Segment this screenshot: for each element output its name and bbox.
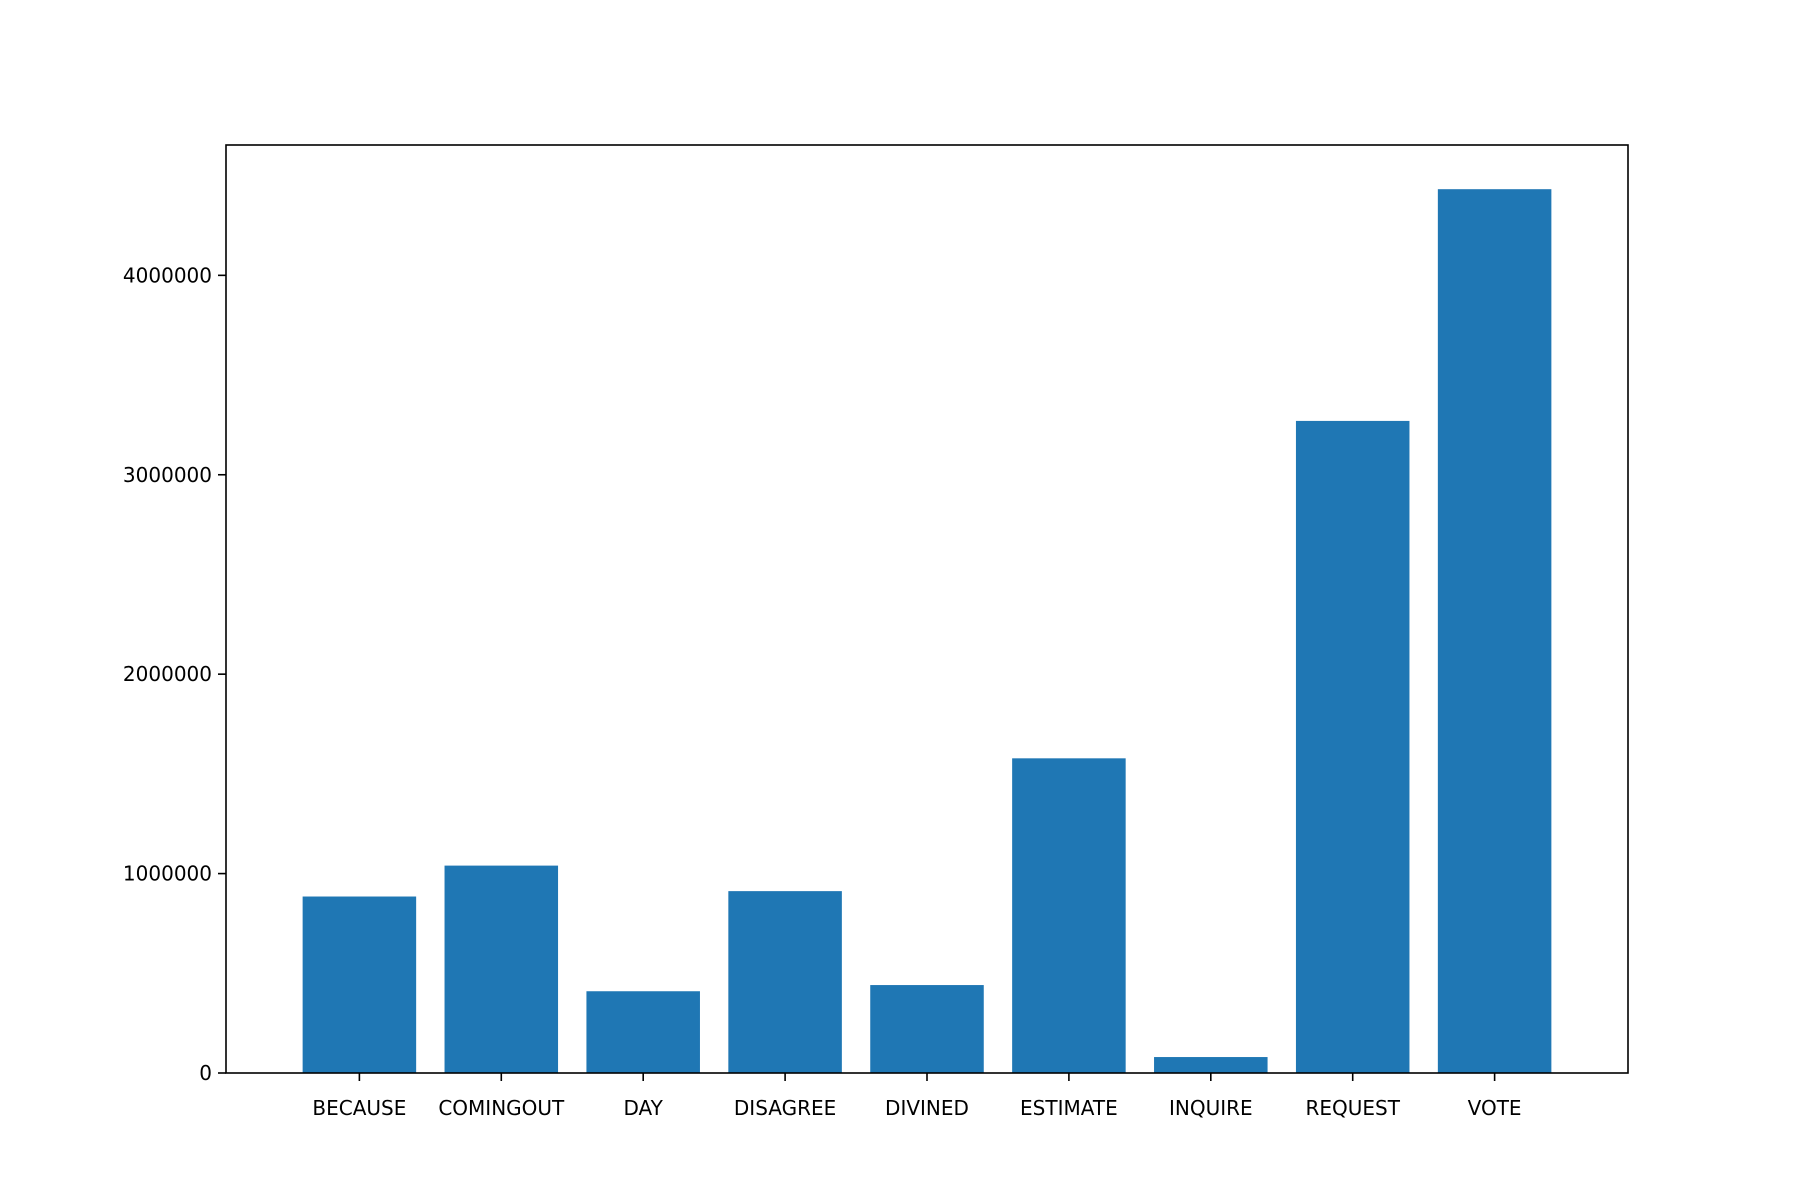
bar-divined [870,985,984,1073]
bar-day [586,991,700,1073]
bar-disagree [728,891,842,1073]
y-tick-label: 4000000 [123,263,212,287]
y-tick-label: 1000000 [123,862,212,886]
x-tick-label: COMINGOUT [438,1096,565,1120]
bar-comingout [444,865,559,1073]
y-tick-label: 0 [199,1061,212,1085]
bar-inquire [1154,1057,1268,1073]
x-tick-label: BECAUSE [312,1096,406,1120]
x-tick-label: DISAGREE [734,1096,836,1120]
bars-layer [302,189,1552,1074]
bar-estimate [1012,758,1126,1073]
y-tick-label: 2000000 [123,662,212,686]
x-tick-label: DAY [623,1096,663,1120]
x-tick-label: ESTIMATE [1020,1096,1118,1120]
x-tick-label: VOTE [1468,1096,1522,1120]
bar-request [1295,420,1410,1074]
y-axis: 0 1000000 2000000 3000000 4000000 [123,263,226,1085]
plot-frame [225,144,1629,1074]
x-tick-label: DIVINED [885,1096,969,1120]
bar-because [302,896,417,1073]
x-tick-label: INQUIRE [1169,1096,1253,1120]
bar-vote [1437,189,1552,1073]
y-tick-label: 3000000 [123,463,212,487]
x-tick-label: REQUEST [1305,1096,1400,1120]
x-axis: BECAUSE COMINGOUT DAY DISAGREE DIVINED ESTIMA… [312,1073,1522,1120]
